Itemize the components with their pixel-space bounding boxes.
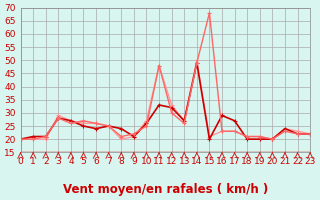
X-axis label: Vent moyen/en rafales ( km/h ): Vent moyen/en rafales ( km/h ) [63, 183, 268, 196]
